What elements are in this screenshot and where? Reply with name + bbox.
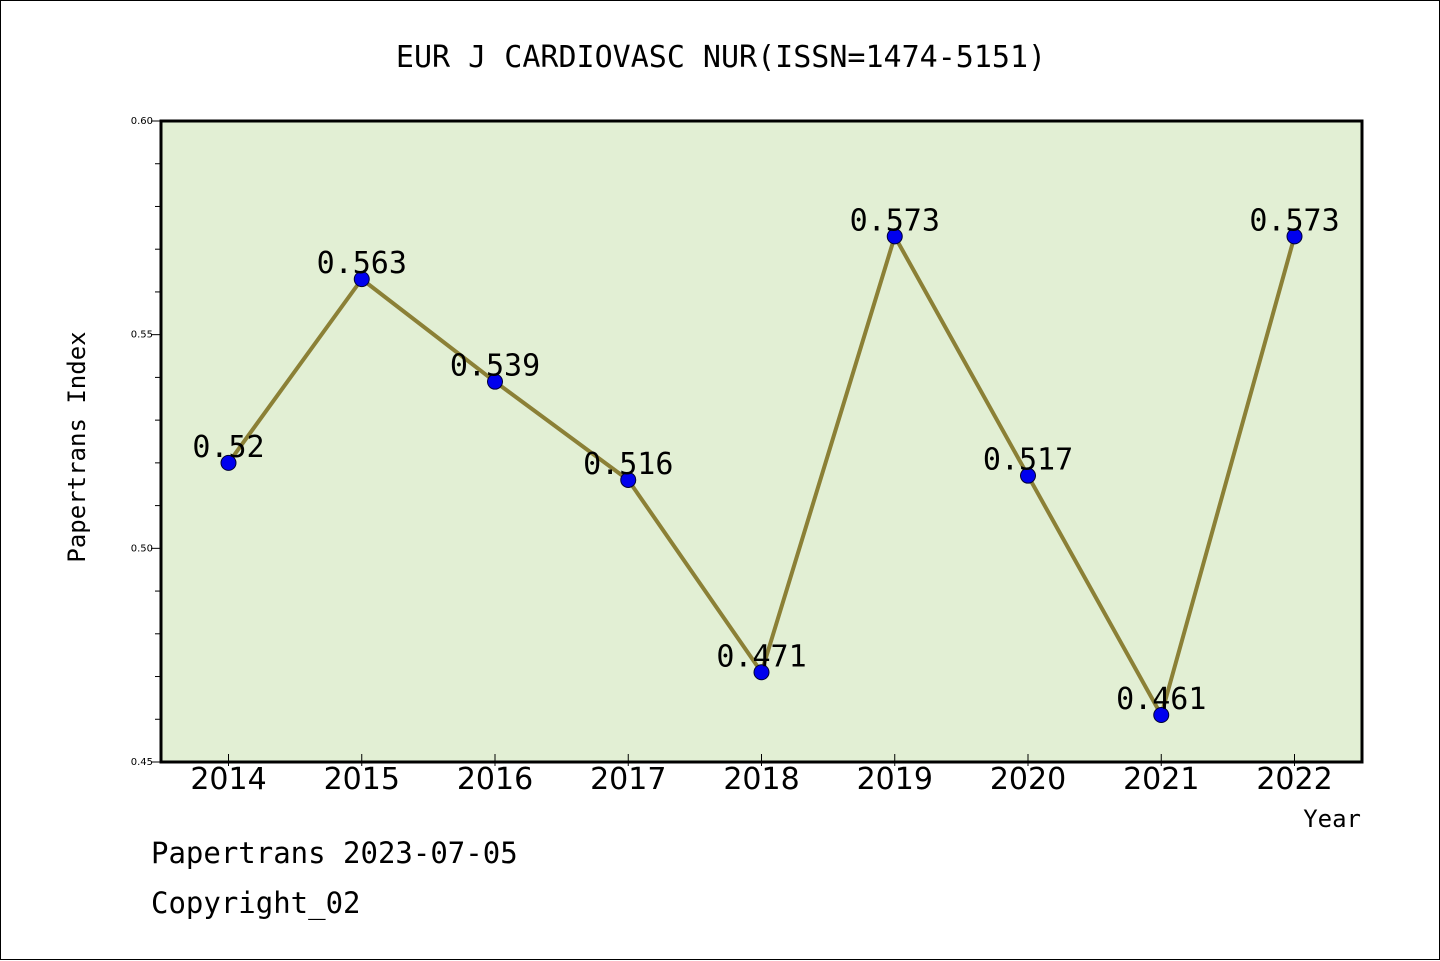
data-label: 0.573 bbox=[1249, 203, 1339, 238]
footer-date: Papertrans 2023-07-05 bbox=[151, 836, 518, 870]
y-tick-label: 0.55 bbox=[131, 330, 153, 341]
data-point bbox=[620, 471, 637, 488]
data-label: 0.563 bbox=[317, 246, 407, 281]
data-point bbox=[220, 454, 237, 471]
data-point bbox=[1286, 228, 1303, 245]
x-tick-label: 2014 bbox=[190, 762, 266, 797]
data-point bbox=[487, 373, 503, 390]
data-point bbox=[353, 271, 370, 288]
x-tick-label: 2015 bbox=[324, 762, 400, 797]
plot-border bbox=[159, 119, 1364, 764]
x-tick-label: 2017 bbox=[590, 762, 666, 797]
footer-copyright: Copyright_02 bbox=[151, 886, 361, 920]
y-axis: 0.45 0.50 0.55 0.60 bbox=[131, 116, 161, 768]
data-point bbox=[753, 664, 770, 681]
data-label: 0.539 bbox=[450, 349, 540, 384]
data-labels: 0.52 0.563 0.539 0.516 0.471 0.573 0.517 0.461 0… bbox=[192, 203, 1339, 717]
x-axis: 2014 2015 2016 2017 2018 2019 2020 2021 2022 bbox=[190, 754, 1333, 797]
y-axis-title: Papertrans Index bbox=[63, 331, 91, 562]
x-tick-label: 2020 bbox=[990, 762, 1066, 797]
data-label: 0.573 bbox=[850, 203, 940, 238]
data-label: 0.516 bbox=[583, 447, 673, 482]
x-axis-title: Year bbox=[1303, 805, 1361, 833]
y-tick-label: 0.60 bbox=[131, 116, 153, 127]
x-tick-label: 2016 bbox=[457, 762, 533, 797]
data-label: 0.517 bbox=[983, 443, 1073, 478]
data-point bbox=[886, 228, 903, 245]
data-points bbox=[220, 228, 1303, 723]
y-tick-label: 0.45 bbox=[131, 757, 153, 768]
data-point bbox=[1020, 467, 1036, 484]
chart-title: EUR J CARDIOVASC NUR(ISSN=1474-5151) bbox=[396, 40, 1046, 75]
data-label: 0.471 bbox=[716, 639, 806, 674]
y-tick-label: 0.50 bbox=[131, 543, 153, 554]
x-tick-label: 2022 bbox=[1256, 762, 1332, 797]
data-label: 0.52 bbox=[192, 430, 264, 465]
x-tick-label: 2019 bbox=[857, 762, 933, 797]
data-point bbox=[1153, 706, 1170, 723]
x-tick-label: 2021 bbox=[1123, 762, 1199, 797]
data-label: 0.461 bbox=[1116, 682, 1206, 717]
plot-area bbox=[161, 121, 1362, 762]
x-tick-label: 2018 bbox=[723, 762, 799, 797]
